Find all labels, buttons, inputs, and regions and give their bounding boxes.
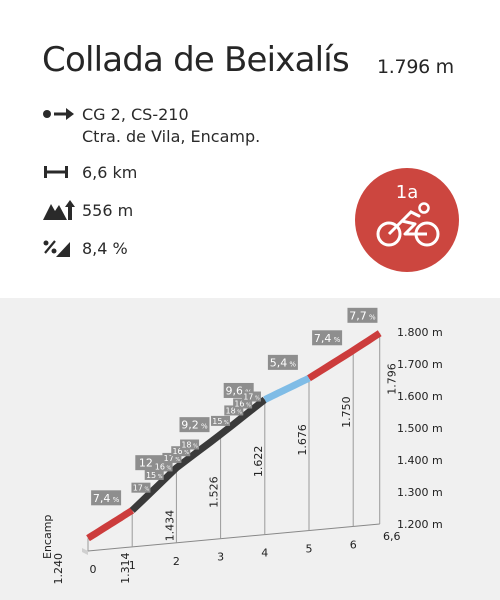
km-gradient-label: 5,4 % xyxy=(270,356,297,369)
km-gradient-label: 7,4 % xyxy=(93,492,120,505)
small-gradient-label: 17 % xyxy=(243,393,260,402)
gradient-icon xyxy=(42,238,82,258)
small-gradient-box xyxy=(171,446,191,457)
distance-value: 6,6 km xyxy=(82,163,138,182)
y-tick-label: 1.200 m xyxy=(397,518,443,531)
profile-segment xyxy=(307,330,382,382)
gradient-value: 8,4 % xyxy=(82,239,128,258)
small-gradient-label: 15 % xyxy=(212,417,229,426)
x-tick-label: 6,6 xyxy=(383,530,401,543)
route-info: CG 2, CS-210 Ctra. de Vila, Encamp. xyxy=(42,104,260,148)
small-gradient-box xyxy=(162,452,182,463)
y-tick-label: 1.500 m xyxy=(397,422,443,435)
small-gradient-box xyxy=(211,415,231,426)
small-gradient-label: 18 % xyxy=(181,441,198,450)
small-gradient-box xyxy=(131,482,151,493)
gradient-info: 8,4 % xyxy=(42,238,128,260)
x-tick-label: 3 xyxy=(217,551,224,564)
climb-title: Collada de Beixalís xyxy=(42,40,350,80)
elevation-gain-info: 556 m xyxy=(42,200,133,222)
km-gradient-label: 7,4 % xyxy=(314,332,341,345)
x-tick-label: 6 xyxy=(350,538,357,551)
profile-svg: 0 1 2 3 4 5 6 6,61.200 m 1.300 m 1.400 m 1.500 m 1.… xyxy=(41,307,443,585)
y-tick-label: 1.600 m xyxy=(397,390,443,403)
route-roads: CG 2, CS-210 xyxy=(82,105,189,124)
summit-altitude: 1.796 m xyxy=(377,56,454,78)
km-gradient-label: 9,2 % xyxy=(181,419,208,432)
y-tick-label: 1.400 m xyxy=(397,454,443,467)
small-gradient-box xyxy=(224,405,244,416)
distance-icon xyxy=(42,162,82,182)
category-badge: 1a xyxy=(355,168,459,272)
elevation-profile-chart: 0 1 2 3 4 5 6 6,6 1.200 m 1.300 m 1.400 m 1.500 m 1.… xyxy=(0,298,500,600)
route-start: Ctra. de Vila, Encamp. xyxy=(82,127,261,146)
y-tick-label: 1.800 m xyxy=(397,326,443,339)
distance-info: 6,6 km xyxy=(42,162,137,184)
km-elevation-label: 1.750 xyxy=(340,396,353,428)
profile-segment xyxy=(129,396,267,513)
y-tick-label: 1.700 m xyxy=(397,358,443,371)
start-direction-icon xyxy=(42,104,82,124)
start-place-label: Encamp xyxy=(41,515,54,559)
km-gradient-box xyxy=(179,417,210,433)
small-gradient-label: 15 % xyxy=(146,471,163,480)
small-gradient-box xyxy=(233,398,253,409)
x-tick-label: 4 xyxy=(261,547,268,560)
small-gradient-label: 17 % xyxy=(164,454,181,463)
km-gradient-box xyxy=(312,330,343,346)
km-elevation-label: 1.240 xyxy=(52,553,65,585)
small-gradient-label: 16 % xyxy=(155,462,172,471)
small-gradient-label: 16 % xyxy=(234,399,251,408)
profile-segment xyxy=(86,507,135,542)
elevation-gain-icon xyxy=(42,200,82,220)
profile-start-block xyxy=(82,548,88,555)
climb-header: Collada de Beixalís 1.796 m CG 2, CS-210… xyxy=(0,0,500,298)
small-gradient-box xyxy=(180,439,200,450)
elevation-gain-value: 556 m xyxy=(82,201,134,220)
km-gradient-box xyxy=(347,307,378,323)
category-label: 1a xyxy=(395,182,419,203)
km-gradient-label: 7,7 % xyxy=(349,309,376,322)
km-elevation-label: 1.622 xyxy=(252,446,265,478)
profile-segment xyxy=(263,375,311,403)
km-elevation-label: 1.796 xyxy=(386,363,399,395)
small-gradient-label: 16 % xyxy=(172,447,189,456)
km-elevation-label: 1.676 xyxy=(296,424,309,456)
small-gradient-label: 18 % xyxy=(226,406,243,415)
small-gradient-box xyxy=(144,469,164,480)
y-tick-label: 1.300 m xyxy=(397,486,443,499)
km-gradient-box xyxy=(267,354,298,370)
cyclist-icon xyxy=(376,202,440,247)
small-gradient-box xyxy=(241,391,261,402)
profile-baseline xyxy=(87,523,380,552)
x-tick-label: 1 xyxy=(129,559,136,572)
km-elevation-label: 1.314 xyxy=(119,552,132,584)
km-elevation-label: 1.526 xyxy=(208,476,221,508)
small-gradient-label: 17 % xyxy=(133,484,150,493)
km-gradient-box xyxy=(91,490,122,506)
small-gradient-box xyxy=(153,461,173,472)
km-elevation-label: 1.434 xyxy=(163,510,176,542)
x-tick-label: 5 xyxy=(306,543,313,556)
x-tick-label: 0 xyxy=(90,563,97,576)
x-tick-label: 2 xyxy=(173,555,180,568)
